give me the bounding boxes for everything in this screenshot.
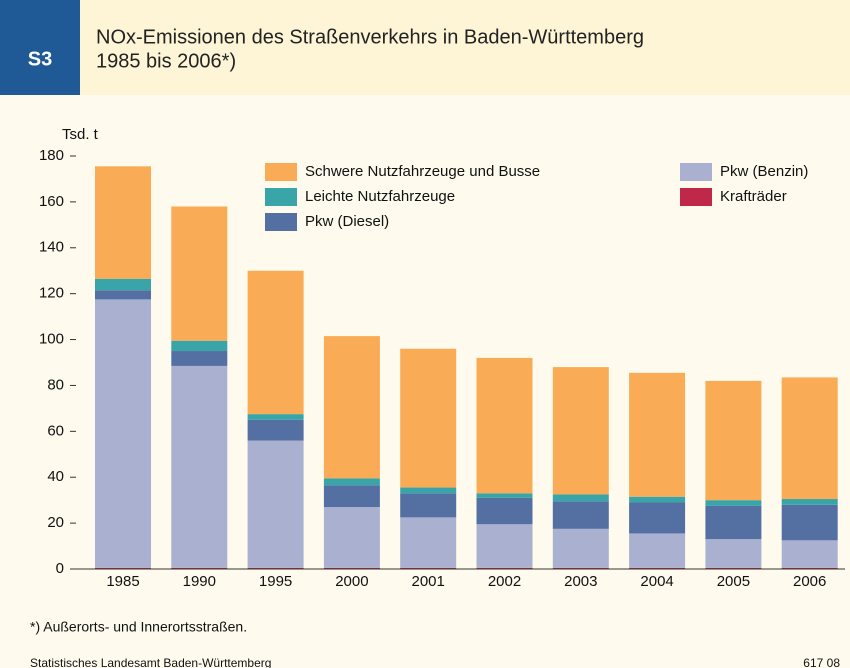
bar-segment <box>629 502 686 534</box>
y-tick-label: 160 <box>39 193 64 210</box>
bar-segment <box>476 524 533 568</box>
bar-segment <box>629 372 686 497</box>
badge-box <box>0 0 80 95</box>
legend-label: Pkw (Benzin) <box>720 163 808 180</box>
chart-subtitle: 1985 bis 2006*) <box>96 50 236 72</box>
bar-segment <box>781 504 838 541</box>
bar-segment <box>476 357 533 494</box>
bar-segment <box>705 539 762 568</box>
bar-segment <box>400 567 457 569</box>
x-tick-label: 2003 <box>564 573 597 590</box>
bar-segment <box>323 336 380 479</box>
y-tick-label: 20 <box>47 514 64 531</box>
bar-segment <box>552 501 609 529</box>
source: Statistisches Landesamt Baden-Württember… <box>30 656 271 668</box>
bar-segment <box>552 567 609 569</box>
bar-segment <box>95 166 151 279</box>
legend-label: Leichte Nutzfahrzeuge <box>305 188 455 205</box>
y-tick-label: 80 <box>47 376 64 393</box>
bar-segment <box>705 567 762 569</box>
bar-segment <box>323 485 380 508</box>
bar-segment <box>171 351 228 366</box>
bar-segment <box>476 493 533 498</box>
bar-segment <box>171 567 228 569</box>
x-tick-label: 2006 <box>793 573 826 590</box>
bar-segment <box>171 206 228 341</box>
bar-segment <box>400 487 457 494</box>
y-tick-label: 180 <box>39 147 64 164</box>
bar-segment <box>247 440 304 568</box>
bar-segment <box>171 365 228 568</box>
y-tick-label: 140 <box>39 239 64 256</box>
x-tick-label: 1985 <box>106 573 139 590</box>
chart-title: NOx-Emissionen des Straßenverkehrs in Ba… <box>96 26 644 48</box>
bar-segment <box>629 496 686 503</box>
footnote: *) Außerorts- und Innerortsstraßen. <box>30 619 247 635</box>
bar-segment <box>781 540 838 568</box>
legend-label: Pkw (Diesel) <box>305 213 389 230</box>
bar-segment <box>247 414 304 420</box>
bar-segment <box>552 528 609 568</box>
bar-segment <box>476 497 533 525</box>
badge: S3 <box>28 48 52 70</box>
bar-segment <box>705 380 762 501</box>
bar-segment <box>552 494 609 502</box>
bar-segment <box>95 290 151 300</box>
code: 617 08 <box>803 656 840 668</box>
bar-segment <box>705 500 762 506</box>
bar-segment <box>400 517 457 568</box>
bar-segment <box>400 493 457 518</box>
y-tick-label: 120 <box>39 285 64 302</box>
bar-segment <box>629 533 686 568</box>
legend-label: Krafträder <box>720 188 787 205</box>
x-tick-label: 2000 <box>335 573 368 590</box>
legend-swatch <box>265 163 297 181</box>
bar-segment <box>629 567 686 569</box>
x-tick-label: 2002 <box>488 573 521 590</box>
y-tick-label: 100 <box>39 331 64 348</box>
x-tick-label: 1990 <box>183 573 216 590</box>
legend-swatch <box>265 213 297 231</box>
bar-segment <box>95 278 151 291</box>
bar-segment <box>171 340 228 352</box>
bar-segment <box>552 367 609 495</box>
bar-segment <box>323 567 380 569</box>
bar-segment <box>323 507 380 568</box>
bar-segment <box>247 567 304 569</box>
legend-swatch <box>680 163 712 181</box>
bar-segment <box>95 567 151 569</box>
header-band <box>80 0 850 95</box>
x-tick-label: 2005 <box>717 573 750 590</box>
x-tick-label: 2001 <box>412 573 445 590</box>
bar-segment <box>323 478 380 486</box>
legend-swatch <box>680 188 712 206</box>
y-tick-label: 40 <box>47 468 64 485</box>
bar-segment <box>705 505 762 540</box>
legend-swatch <box>265 188 297 206</box>
bar-segment <box>400 348 457 488</box>
y-axis-label: Tsd. t <box>62 126 99 143</box>
bar-segment <box>781 567 838 569</box>
y-tick-label: 0 <box>56 560 64 577</box>
legend-label: Schwere Nutzfahrzeuge und Busse <box>305 163 540 180</box>
bar-segment <box>781 499 838 505</box>
bar-segment <box>476 567 533 569</box>
x-tick-label: 2004 <box>640 573 673 590</box>
bar-segment <box>781 377 838 500</box>
bar-segment <box>247 270 304 415</box>
bar-segment <box>95 299 151 568</box>
x-tick-label: 1995 <box>259 573 292 590</box>
bar-segment <box>247 419 304 441</box>
y-tick-label: 60 <box>47 422 64 439</box>
